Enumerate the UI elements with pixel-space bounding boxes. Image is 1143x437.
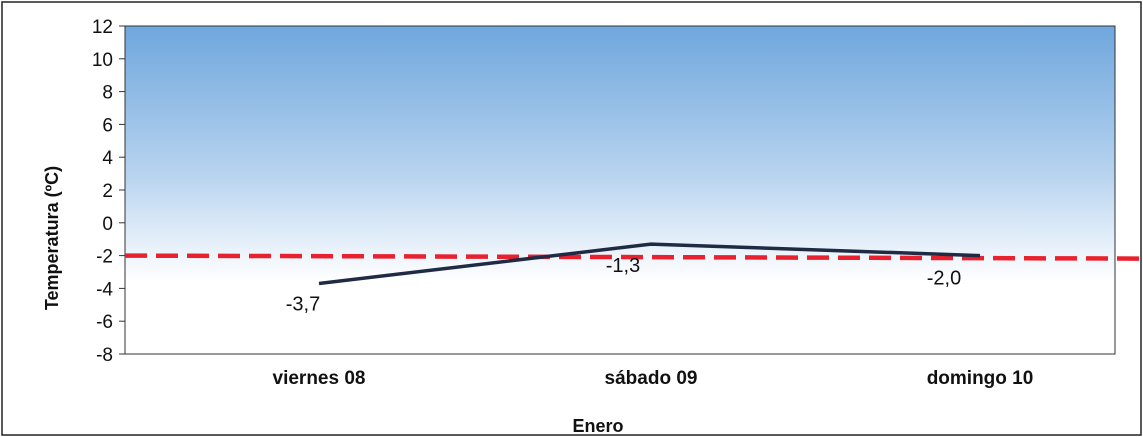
x-axis: viernes 08 sábado 09 domingo 10 xyxy=(273,368,1034,389)
series-group: -3,7 -1,3 -2,0 xyxy=(286,242,981,315)
y-tick-label: -2 xyxy=(96,247,113,268)
y-tick-label: 8 xyxy=(102,83,113,104)
reference-line xyxy=(124,253,1143,261)
y-tick-label: 4 xyxy=(102,148,113,169)
y-axis: 12 10 8 6 4 2 0 -2 -4 -6 -8 xyxy=(92,17,125,366)
y-axis-label: Temperatura (ºC) xyxy=(42,166,62,310)
plot-area xyxy=(124,25,1116,355)
reference-line-group xyxy=(124,253,1143,261)
y-tick-label: -4 xyxy=(96,279,113,300)
x-tick-label: domingo 10 xyxy=(927,368,1034,389)
y-tick-label: -8 xyxy=(96,345,113,366)
y-tick-label: 12 xyxy=(92,17,113,38)
data-label: -1,3 xyxy=(606,255,640,277)
y-tick-label: 2 xyxy=(102,181,113,202)
y-tick-label: 6 xyxy=(102,115,113,136)
y-tick-label: 0 xyxy=(102,214,113,235)
y-tick-label: 10 xyxy=(92,50,113,71)
x-axis-label: Enero xyxy=(572,416,623,436)
x-tick-label: sábado 09 xyxy=(605,368,698,389)
data-label: -3,7 xyxy=(286,293,320,315)
x-tick-label: viernes 08 xyxy=(273,368,366,389)
y-tick-label: -6 xyxy=(96,312,113,333)
data-label: -2,0 xyxy=(927,268,961,290)
